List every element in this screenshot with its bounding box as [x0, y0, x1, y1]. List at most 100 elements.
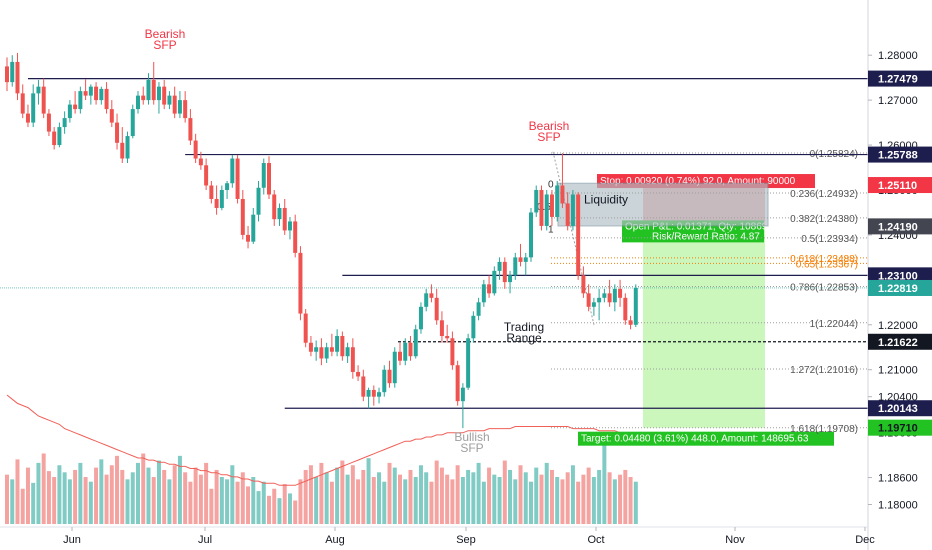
volume-bar	[287, 493, 292, 524]
volume-bar	[513, 479, 518, 524]
candle-body	[534, 189, 539, 213]
volume-bar	[623, 469, 628, 524]
price-tick-label: 1.27000	[878, 95, 918, 107]
volume-bar	[565, 472, 570, 524]
candle-body	[549, 194, 554, 217]
volume-bar	[371, 477, 376, 524]
target-zone	[643, 226, 765, 428]
time-tick-label: Dec	[855, 534, 875, 546]
candle-body	[460, 387, 465, 402]
candle-body	[146, 79, 151, 101]
volume-bar	[15, 459, 20, 524]
position-tool[interactable]: Stop: 0.00920 (0.74%) 92.0, Amount: 9000…	[557, 174, 834, 446]
volume-bar	[209, 488, 214, 524]
candle-body	[335, 336, 340, 352]
candle-body	[445, 336, 450, 339]
candle-body	[570, 194, 575, 226]
open-pnl-label: Open P&L: 0.01371, Qty: 1086956	[625, 221, 779, 232]
candle-body	[565, 203, 570, 226]
volume-bar	[466, 469, 471, 524]
candle-body	[434, 297, 439, 321]
volume-bar	[581, 474, 586, 524]
volume-bar	[62, 472, 67, 524]
time-tick-label: Jul	[198, 534, 212, 546]
volume-bar	[377, 472, 382, 524]
volume-bar	[172, 465, 177, 524]
volume-bar	[277, 498, 282, 524]
candle-body	[387, 369, 392, 384]
volume-bar	[392, 467, 397, 524]
candle-body	[455, 365, 460, 402]
volume-bar	[340, 460, 345, 524]
volume-bar	[418, 465, 423, 524]
volume-bar	[628, 477, 633, 524]
volume-bar	[345, 474, 350, 524]
candle-body	[10, 61, 15, 83]
candle-body	[319, 347, 324, 359]
stop-label: Stop: 0.00920 (0.74%) 92.0, Amount: 9000…	[600, 176, 796, 187]
volume-bar	[523, 472, 528, 524]
time-tick-label: Oct	[587, 534, 604, 546]
volume-bar	[529, 481, 533, 524]
candle-body	[481, 284, 486, 303]
volume-bar	[356, 479, 361, 524]
candle-body	[497, 261, 502, 271]
horizontal-levels[interactable]	[0, 77, 868, 409]
volume-bar	[104, 474, 109, 524]
candle-body	[392, 351, 397, 384]
trading-range-label: Range	[506, 331, 542, 345]
time-tick-label: Jun	[63, 534, 81, 546]
volume-bar	[235, 481, 240, 524]
target-label: Target: 0.04480 (3.61%) 448.0, Amount: 1…	[581, 434, 809, 445]
candle-body	[125, 136, 130, 159]
bearish-sfp-label: Bearish	[529, 119, 570, 133]
volume-bar	[450, 479, 455, 524]
volume-bar	[20, 488, 25, 524]
candle-body	[115, 122, 120, 143]
candle-body	[555, 185, 560, 217]
volume-bar	[314, 477, 319, 524]
volume-bar	[167, 479, 172, 524]
volume-bar	[471, 472, 476, 524]
candle-body	[141, 95, 146, 101]
candle-body	[246, 234, 251, 242]
level-price-tag: 1.23100	[878, 270, 918, 282]
candle-body	[597, 297, 602, 303]
price-axis[interactable]: 1.280001.270001.260001.250001.240001.230…	[867, 0, 932, 550]
volume-bar	[361, 469, 366, 524]
small-fib-label: 1	[548, 225, 554, 236]
candle-body	[25, 113, 30, 123]
candle-body	[52, 131, 57, 146]
candle-body	[62, 118, 67, 128]
candle-body	[240, 198, 245, 235]
volume-bar	[230, 465, 235, 524]
bullish-sfp-label: SFP	[460, 441, 483, 455]
candle-body	[586, 293, 591, 307]
price-tick-label: 1.28000	[878, 50, 918, 62]
candle-body	[5, 66, 9, 83]
price-tick-label: 1.18000	[878, 500, 918, 512]
candle-body	[198, 158, 203, 166]
volume-bar	[214, 469, 219, 524]
volume-bar	[539, 474, 544, 524]
candle-body	[204, 165, 209, 186]
candle-body	[188, 118, 193, 141]
volume-bar	[78, 462, 83, 524]
candle-body	[277, 207, 282, 220]
volume-bar	[607, 472, 612, 524]
volume-bar	[602, 441, 607, 524]
candle-body	[162, 86, 167, 105]
candle-body	[156, 86, 161, 101]
volume-bar	[618, 474, 623, 524]
bullish-sfp-label: Bullish	[454, 430, 489, 444]
price-tick-label: 1.22000	[878, 320, 918, 332]
candle-body	[230, 158, 235, 184]
candle-body	[340, 336, 345, 357]
candle-body	[492, 270, 497, 294]
candle-body	[439, 320, 444, 337]
time-axis[interactable]: Jun Jul Aug Sep Oct Nov Dec	[0, 526, 875, 546]
volume-bar	[94, 467, 99, 524]
candle-body	[418, 306, 423, 330]
candle-body	[576, 194, 581, 276]
